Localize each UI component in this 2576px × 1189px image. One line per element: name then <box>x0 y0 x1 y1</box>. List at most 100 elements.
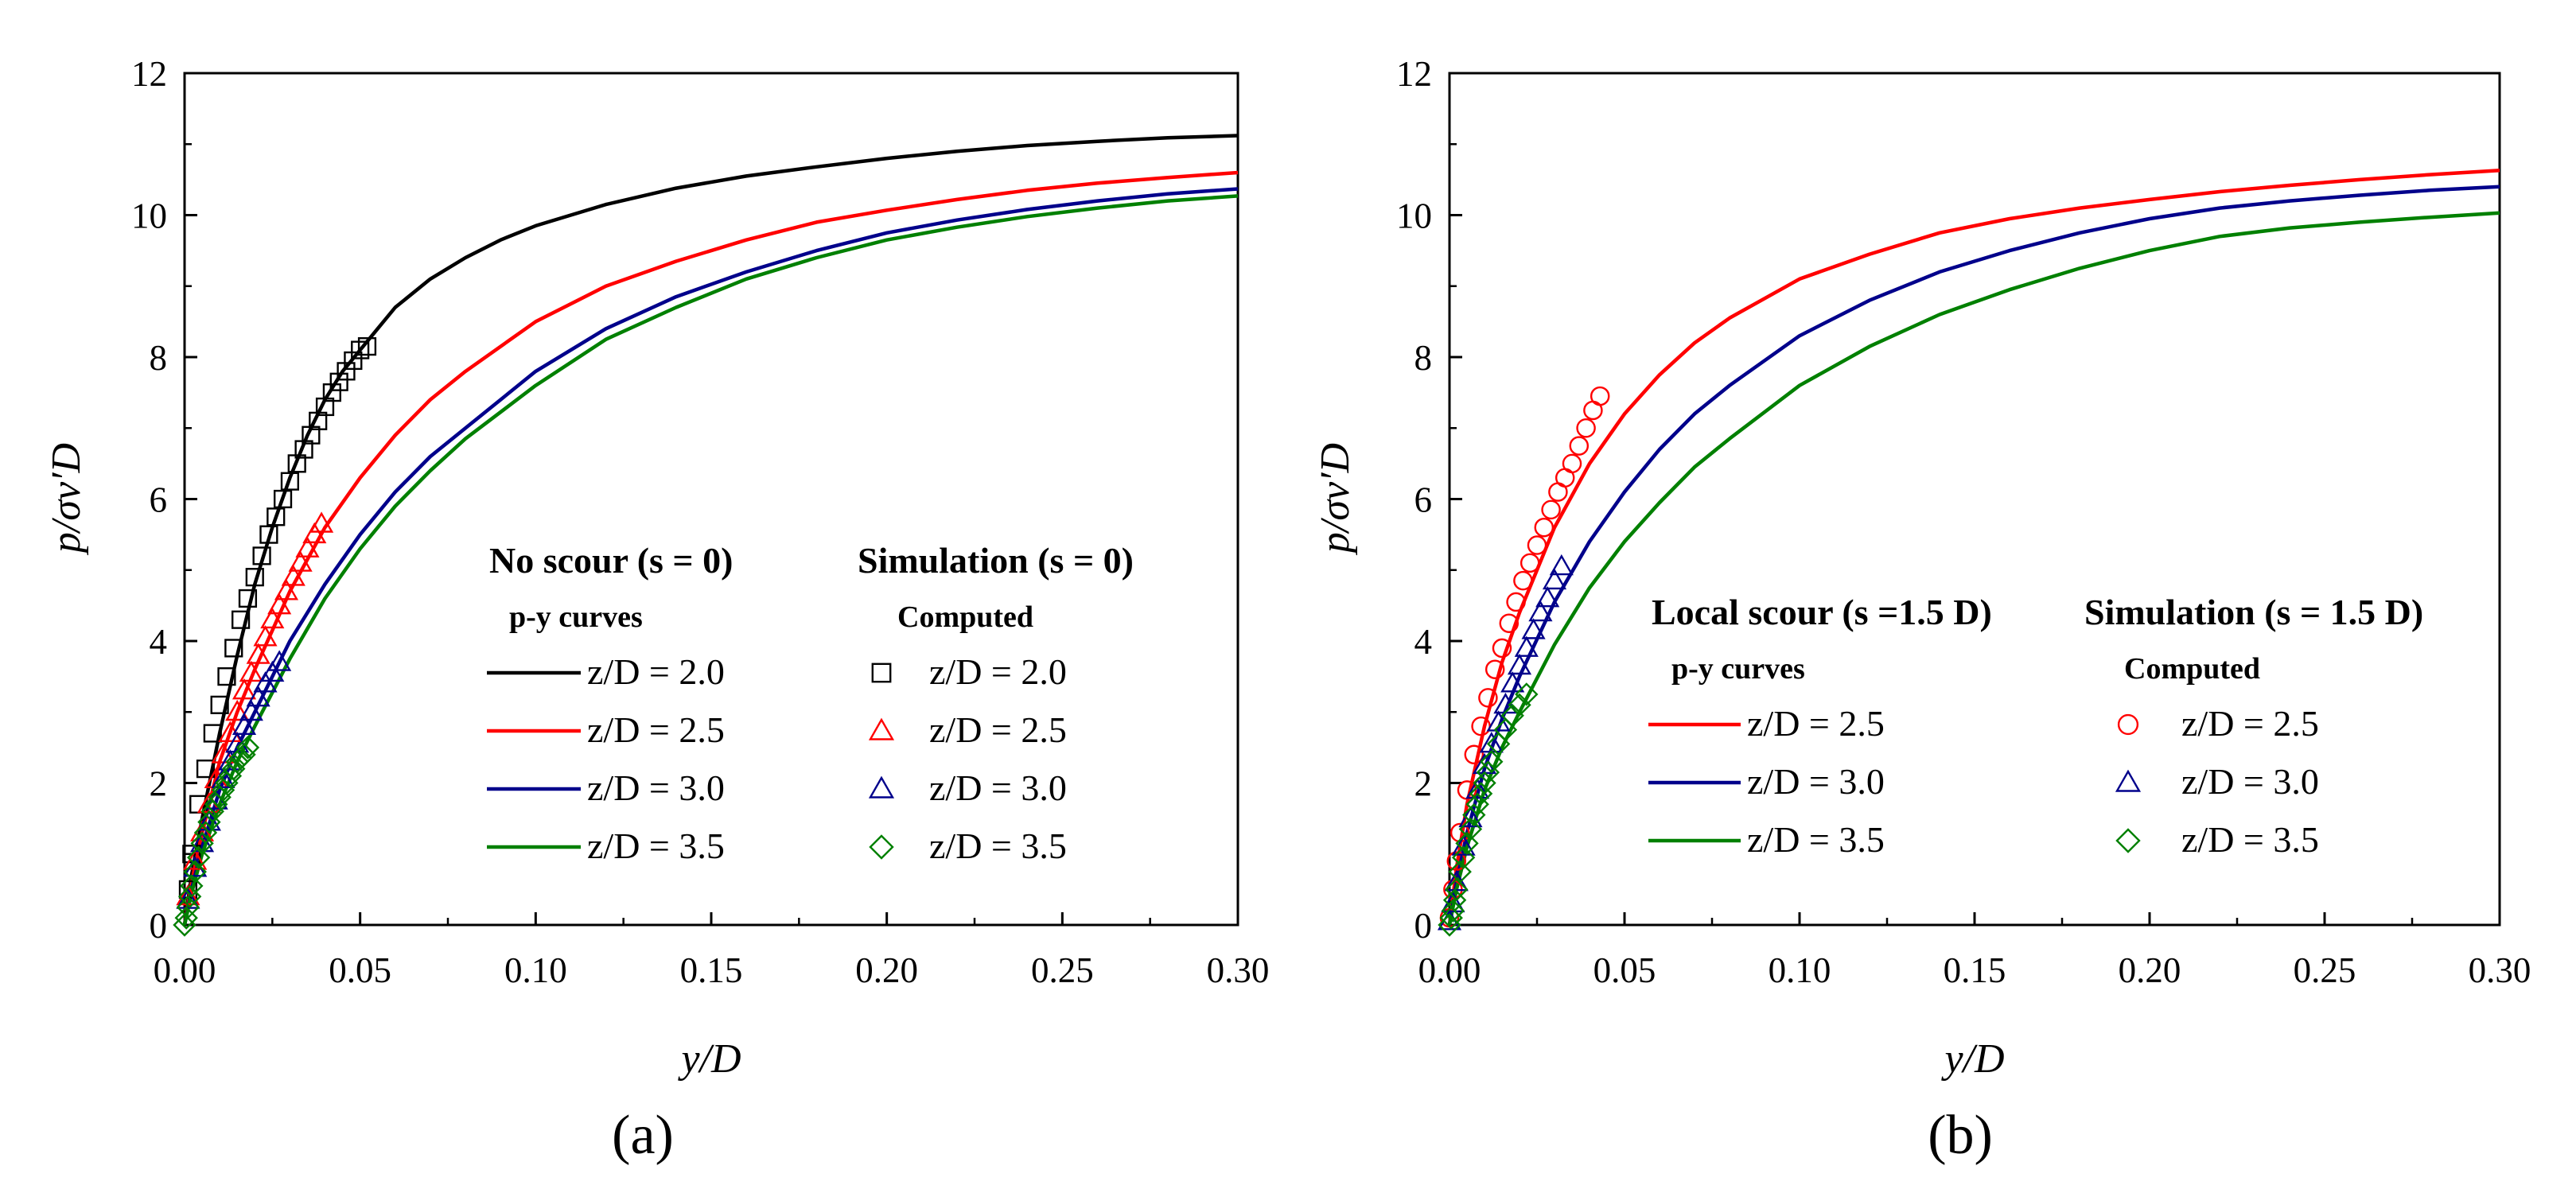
x-axis-title: y/D <box>1940 1036 2004 1082</box>
legend-marker-swatch <box>868 775 895 798</box>
data-point <box>232 678 257 700</box>
data-point <box>1485 659 1505 679</box>
legend-marker-swatch <box>2115 769 2142 792</box>
data-point <box>1541 499 1561 520</box>
data-point <box>196 760 216 779</box>
data-point <box>1514 635 1539 657</box>
legend-marker-label: z/D = 2.5 <box>929 709 1067 750</box>
data-point <box>238 589 258 608</box>
y-tick-label: 6 <box>1414 480 1433 520</box>
data-point <box>1506 592 1526 612</box>
series-line <box>1447 211 2500 926</box>
legend-marker-label: z/D = 2.5 <box>2181 703 2319 744</box>
data-point <box>225 699 250 721</box>
legend-marker-swatch <box>871 662 892 683</box>
y-tick-label: 8 <box>150 338 168 378</box>
data-point <box>1534 517 1555 538</box>
data-point <box>1441 899 1465 923</box>
x-tick-label: 0.20 <box>855 950 918 990</box>
data-point <box>1590 386 1610 406</box>
data-point <box>246 643 270 664</box>
data-point <box>1438 913 1461 937</box>
x-tick-label: 0.00 <box>154 950 216 990</box>
data-point <box>1442 888 1467 912</box>
panel-b: 0.00 0.05 0.10 0.15 0.20 0.25 0.30 0 2 4 6 8 10 12 y/D… <box>1313 54 2531 1166</box>
data-point <box>203 724 222 743</box>
legend-marker-label: z/D = 3.0 <box>2181 761 2319 802</box>
y-tick-label: 12 <box>1396 54 1432 94</box>
data-point <box>232 713 257 736</box>
legend-right-subtitle: Computed <box>897 600 1033 634</box>
y-axis-title: p/σv′D <box>1313 443 1358 556</box>
data-point <box>267 650 292 671</box>
data-point <box>309 411 328 430</box>
legend-marker-label: z/D = 3.5 <box>929 826 1067 866</box>
y-tick-label: 4 <box>1414 622 1433 662</box>
x-tick-label: 0.25 <box>1031 950 1094 990</box>
legend-left-subtitle: p-y curves <box>1671 652 1805 686</box>
data-point <box>176 895 200 919</box>
legend-marker-label: z/D = 3.5 <box>2181 819 2319 860</box>
data-point <box>1464 744 1485 765</box>
x-axis-title: y/D <box>677 1036 741 1082</box>
data-point <box>239 660 263 682</box>
data-point <box>309 511 334 533</box>
y-tick-label: 8 <box>1414 338 1433 378</box>
data-point <box>1500 671 1525 693</box>
legend-curve-label: z/D = 3.5 <box>587 826 725 866</box>
data-point <box>1478 688 1498 708</box>
legend-curve-label: z/D = 3.5 <box>1747 819 1885 860</box>
legend-marker-label: z/D = 2.0 <box>929 651 1067 692</box>
y-tick-label: 10 <box>131 196 167 236</box>
data-point <box>1448 860 1472 884</box>
y-tick-label: 2 <box>150 764 168 804</box>
y-tick-label: 0 <box>1414 906 1433 946</box>
data-point <box>260 660 285 682</box>
data-point <box>232 610 251 629</box>
y-tick-label: 0 <box>150 906 168 946</box>
data-point <box>1515 682 1539 706</box>
data-point <box>239 699 263 721</box>
data-point <box>245 568 264 587</box>
data-point <box>253 671 278 693</box>
data-point <box>1439 906 1463 930</box>
series-line <box>182 170 1239 926</box>
data-point <box>351 340 370 359</box>
data-point <box>1576 418 1596 438</box>
panel-label: (b) <box>1928 1105 1993 1166</box>
data-point <box>274 579 299 600</box>
data-point <box>1542 568 1567 590</box>
data-point <box>294 440 313 459</box>
legend-right-title: Simulation (s = 1.5 D) <box>2084 592 2423 632</box>
data-point <box>273 489 293 509</box>
data-point <box>295 536 320 558</box>
data-point <box>357 337 377 356</box>
legend-curve-label: z/D = 2.5 <box>587 709 725 750</box>
data-point <box>217 667 236 686</box>
data-point <box>1492 638 1512 659</box>
panel-a: 0.00 0.05 0.10 0.15 0.20 0.25 0.30 0 2 4 6 8 10 12 y/D… <box>44 54 1269 1166</box>
x-tick-label: 0.30 <box>2469 950 2531 990</box>
legend-curve-label: z/D = 2.5 <box>1747 703 1885 744</box>
x-tick-label: 0.05 <box>1593 950 1656 990</box>
data-point <box>1508 693 1531 717</box>
y-axis-title: p/σv′D <box>44 443 89 556</box>
data-point <box>1521 618 1546 639</box>
data-point <box>1465 778 1490 799</box>
data-point <box>1480 750 1504 774</box>
data-point <box>280 472 299 491</box>
data-point <box>1507 653 1532 675</box>
data-point <box>1500 704 1524 728</box>
x-tick-label: 0.20 <box>2119 950 2181 990</box>
legend-right-subtitle: Computed <box>2124 652 2260 686</box>
series-line <box>182 134 1239 926</box>
data-point <box>180 874 204 898</box>
data-point <box>1455 831 1479 856</box>
data-point <box>260 607 285 629</box>
x-tick-label: 0.05 <box>329 950 391 990</box>
series-line <box>1447 185 2500 926</box>
data-point <box>1513 570 1533 591</box>
data-point <box>344 351 363 371</box>
